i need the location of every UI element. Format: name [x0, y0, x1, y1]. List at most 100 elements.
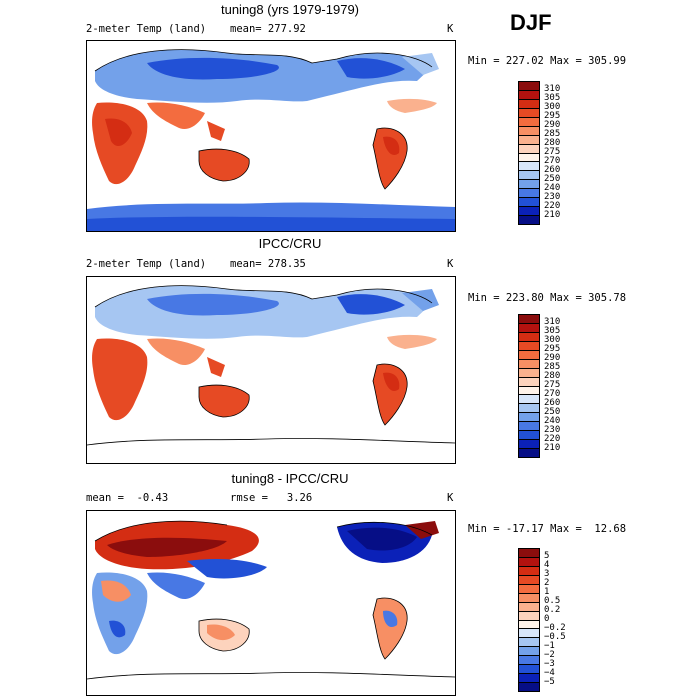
colorbar-swatch [519, 575, 539, 585]
panel-3-map [86, 510, 456, 696]
colorbar-swatch [519, 126, 539, 136]
panel-1-units: K [447, 23, 454, 35]
colorbar-swatch [519, 629, 539, 639]
colorbar-tick-label: −4 [544, 668, 555, 678]
colorbar-swatch [519, 549, 539, 558]
panel-2-units: K [447, 258, 454, 270]
colorbar-swatch [519, 135, 539, 145]
colorbar-tick-label: 4 [544, 560, 550, 570]
colorbar-tick-label: −2 [544, 650, 555, 660]
colorbar-tick-label: 1 [544, 587, 550, 597]
colorbar-swatch [519, 216, 539, 224]
colorbar-tick-label: 270 [544, 389, 561, 399]
panel-2-map [86, 276, 456, 464]
colorbar-swatch [519, 611, 539, 621]
colorbar-tick-label: 275 [544, 147, 561, 157]
colorbar-tick-label: 285 [544, 362, 561, 372]
colorbar-tick-label: 270 [544, 156, 561, 166]
colorbar-swatch [519, 82, 539, 91]
colorbar-tick-label: 0.5 [544, 596, 561, 606]
colorbar-tick-label: 275 [544, 380, 561, 390]
colorbar-swatch [519, 449, 539, 457]
colorbar-tick-label: −5 [544, 677, 555, 687]
panel-2-minmax: Min = 223.80 Max = 305.78 [468, 292, 627, 304]
colorbar-tick-label: 5 [544, 551, 550, 561]
colorbar-tick-label: 300 [544, 102, 561, 112]
colorbar-swatch [519, 180, 539, 190]
colorbar-tick-label: 0 [544, 614, 550, 624]
colorbar-tick-label: 240 [544, 183, 561, 193]
colorbar-tick-label: 240 [544, 416, 561, 426]
panel-3-units: K [447, 492, 454, 504]
observed-temperature-map [87, 285, 455, 446]
colorbar-tick-label: 220 [544, 201, 561, 211]
colorbar-tick-label: 295 [544, 344, 561, 354]
colorbar-swatch [519, 207, 539, 217]
colorbar-tick-label: 285 [544, 129, 561, 139]
colorbar-tick-label: 250 [544, 407, 561, 417]
colorbar-swatch [519, 566, 539, 576]
colorbar-swatch [519, 350, 539, 360]
colorbar-swatch [519, 557, 539, 567]
colorbar-swatch [519, 144, 539, 154]
panel-1-mean: mean= 277.92 [230, 23, 306, 35]
colorbar-swatch [519, 323, 539, 333]
colorbar-swatch [519, 665, 539, 675]
panel-3-minmax: Min = -17.17 Max = 12.68 [468, 523, 627, 535]
colorbar-swatch [519, 377, 539, 387]
panel-2-title: IPCC/CRU [258, 236, 322, 251]
colorbar-tick-label: 210 [544, 443, 561, 453]
season-label: DJF [510, 10, 552, 35]
colorbar-swatch [519, 593, 539, 603]
difference-map [87, 520, 455, 680]
panel-1-minmax: Min = 227.02 Max = 305.99 [468, 55, 627, 67]
colorbar-tick-label: 310 [544, 317, 561, 327]
colorbar-swatch [519, 440, 539, 450]
colorbar-swatch [519, 620, 539, 630]
colorbar-swatch [519, 117, 539, 127]
colorbar-swatch [519, 656, 539, 666]
colorbar-swatch [519, 683, 539, 691]
colorbar-swatch [519, 674, 539, 684]
colorbar-tick-label: 295 [544, 111, 561, 121]
colorbar-tick-label: 280 [544, 138, 561, 148]
colorbar-tick-label: 230 [544, 425, 561, 435]
panel-1-title: tuning8 (yrs 1979-1979) [220, 2, 360, 17]
colorbar-swatch [519, 368, 539, 378]
colorbar-swatch [519, 413, 539, 423]
colorbar-tick-label: 220 [544, 434, 561, 444]
colorbar-tick-label: 290 [544, 353, 561, 363]
model-temperature-map [87, 49, 455, 231]
colorbar-swatch [519, 332, 539, 342]
colorbar-swatch [519, 638, 539, 648]
colorbar-swatch [519, 99, 539, 109]
panel-2-colorbar [518, 314, 540, 458]
panel-1-variable: 2-meter Temp (land) [86, 23, 207, 35]
colorbar-swatch [519, 189, 539, 199]
colorbar-tick-label: 0.2 [544, 605, 561, 615]
panel-1-colorbar [518, 81, 540, 225]
panel-1-map [86, 40, 456, 232]
colorbar-swatch [519, 171, 539, 181]
colorbar-tick-label: 230 [544, 192, 561, 202]
colorbar-swatch [519, 359, 539, 369]
colorbar-swatch [519, 386, 539, 396]
colorbar-tick-label: 260 [544, 398, 561, 408]
colorbar-swatch [519, 162, 539, 172]
colorbar-tick-label: 260 [544, 165, 561, 175]
colorbar-swatch [519, 108, 539, 118]
panel-3-colorbar [518, 548, 540, 692]
colorbar-tick-label: 310 [544, 84, 561, 94]
panel-3-rmse: rmse = 3.26 [230, 492, 313, 504]
colorbar-swatch [519, 404, 539, 414]
colorbar-tick-label: −0.5 [544, 632, 566, 642]
colorbar-swatch [519, 90, 539, 100]
colorbar-swatch [519, 341, 539, 351]
colorbar-tick-label: −0.2 [544, 623, 566, 633]
colorbar-tick-label: 290 [544, 120, 561, 130]
colorbar-swatch [519, 198, 539, 208]
panel-2-variable: 2-meter Temp (land) [86, 258, 207, 270]
colorbar-swatch [519, 153, 539, 163]
colorbar-tick-label: 305 [544, 93, 561, 103]
colorbar-tick-label: −1 [544, 641, 555, 651]
